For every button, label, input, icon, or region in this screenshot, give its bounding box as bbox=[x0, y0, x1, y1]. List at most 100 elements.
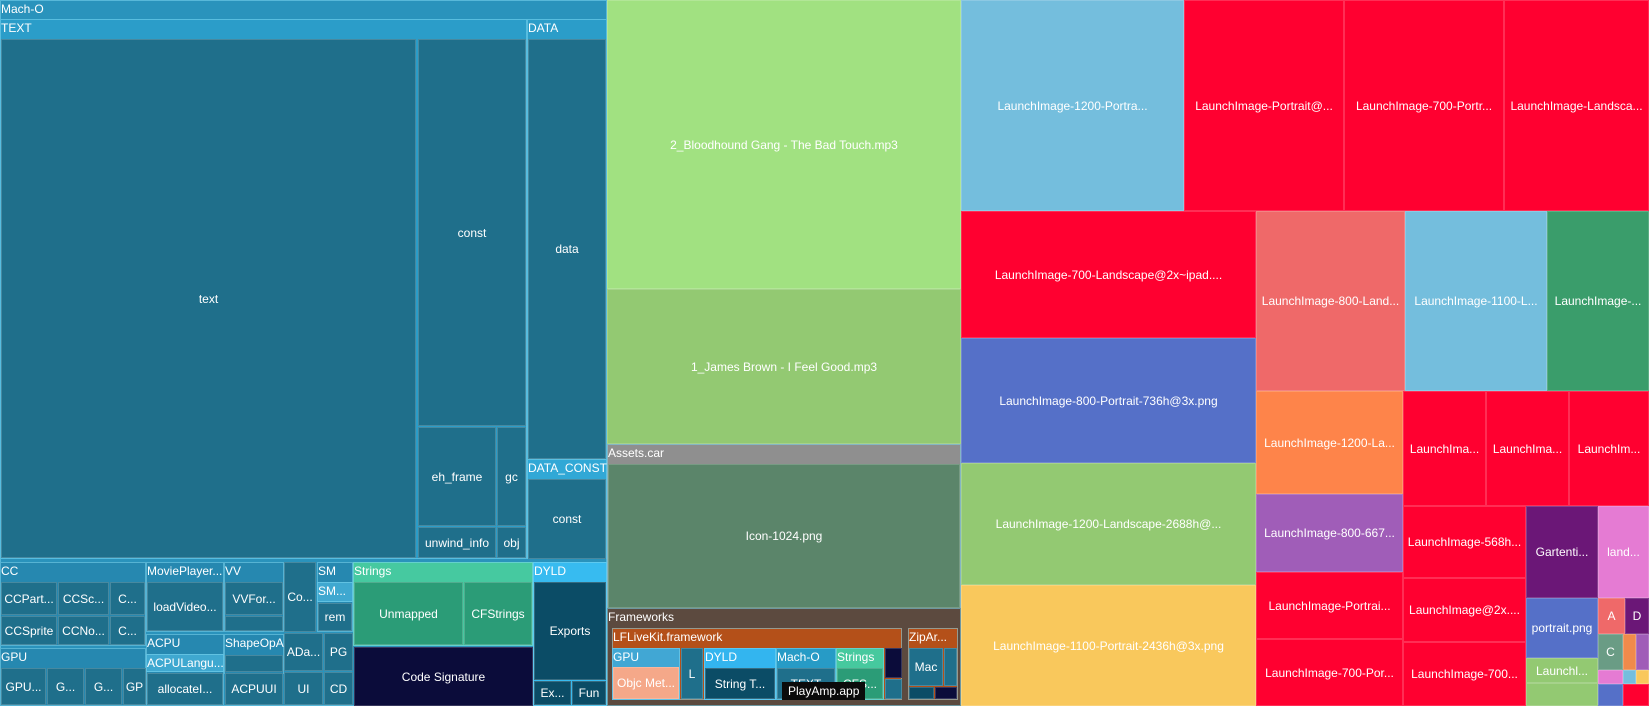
block-li-im-3[interactable]: LaunchIm... bbox=[1569, 391, 1649, 506]
group-cc-title: CC bbox=[1, 564, 19, 578]
block-tiny-3[interactable] bbox=[1598, 670, 1623, 684]
block-fun[interactable]: Fun bbox=[572, 681, 606, 705]
block-icon-1024[interactable]: Icon-1024.png bbox=[608, 464, 960, 608]
block-li-landsca-label: LaunchImage-Landsca... bbox=[1510, 98, 1643, 113]
block-portrait-png[interactable]: portrait.png bbox=[1526, 598, 1598, 658]
block-allocate[interactable]: allocateI... bbox=[147, 673, 223, 705]
block-const-data[interactable]: const bbox=[528, 479, 606, 559]
block-tiny-5[interactable] bbox=[1636, 670, 1649, 684]
block-ccsc-label: CCSc... bbox=[62, 591, 105, 606]
block-li-1200-portra[interactable]: LaunchImage-1200-Portra... bbox=[961, 0, 1184, 211]
block-tiny-7[interactable] bbox=[1526, 683, 1598, 706]
block-gartenti[interactable]: Gartenti... bbox=[1526, 506, 1598, 598]
block-text[interactable]: text bbox=[1, 39, 416, 558]
block-box-c[interactable]: C bbox=[1598, 634, 1623, 670]
block-mac[interactable]: Mac bbox=[909, 648, 943, 686]
block-ui[interactable]: UI bbox=[284, 672, 323, 705]
block-zip-b[interactable] bbox=[909, 687, 934, 699]
block-objc-met-label: Objc Met... bbox=[616, 676, 675, 690]
block-land[interactable]: land... bbox=[1598, 506, 1649, 598]
block-li-568h[interactable]: LaunchImage-568h... bbox=[1403, 506, 1526, 578]
block-li-1200-la[interactable]: LaunchImage-1200-La... bbox=[1256, 391, 1403, 494]
block-li-1100-l[interactable]: LaunchImage-1100-L... bbox=[1405, 211, 1547, 391]
block-gpu-b[interactable]: G... bbox=[47, 668, 84, 705]
block-gpu-c[interactable]: G... bbox=[85, 668, 122, 705]
block-vvfor[interactable]: VVFor... bbox=[225, 582, 283, 615]
block-li-800-portrait-736[interactable]: LaunchImage-800-Portrait-736h@3x.png bbox=[961, 338, 1256, 463]
block-li-700-2[interactable]: LaunchImage-700... bbox=[1403, 642, 1526, 706]
block-li-1200-landscape-2688[interactable]: LaunchImage-1200-Landscape-2688h@... bbox=[961, 463, 1256, 585]
block-ccsprite[interactable]: CCSprite bbox=[1, 616, 57, 645]
block-acpuui[interactable]: ACPUUI bbox=[225, 673, 283, 705]
group-fw-gpu-title: GPU bbox=[613, 650, 640, 664]
block-li-700-landscape-ipad[interactable]: LaunchImage-700-Landscape@2x~ipad.... bbox=[961, 211, 1256, 338]
block-obj[interactable]: obj bbox=[497, 527, 526, 558]
block-launchi[interactable]: Launchl... bbox=[1526, 658, 1598, 683]
block-tiny-2[interactable] bbox=[1636, 634, 1649, 670]
block-box-a[interactable]: A bbox=[1598, 598, 1625, 634]
block-code-signature[interactable]: Code Signature bbox=[354, 647, 533, 706]
block-string-t[interactable]: String T... bbox=[705, 668, 775, 699]
block-cd-label: CD bbox=[329, 681, 348, 696]
block-ex[interactable]: Ex... bbox=[534, 681, 571, 705]
block-li-1100-portrait-2436[interactable]: LaunchImage-1100-Portrait-2436h@3x.png bbox=[961, 585, 1256, 706]
block-li-portrai[interactable]: LaunchImage-Portrai... bbox=[1256, 572, 1403, 639]
block-li-800-667[interactable]: LaunchImage-800-667... bbox=[1256, 494, 1403, 572]
block-tiny-8[interactable] bbox=[1623, 684, 1649, 706]
block-shapeopa-inner[interactable] bbox=[225, 655, 283, 672]
block-gpu-d[interactable]: GP bbox=[123, 668, 146, 705]
block-unwind-info[interactable]: unwind_info bbox=[418, 527, 496, 558]
block-vv-small[interactable] bbox=[225, 616, 283, 631]
block-loadvideo[interactable]: loadVideo... bbox=[147, 582, 223, 631]
block-fw-l[interactable]: L bbox=[681, 648, 703, 699]
block-tiny-1[interactable] bbox=[1623, 634, 1636, 670]
block-data[interactable]: data bbox=[528, 39, 606, 459]
block-li-700-por[interactable]: LaunchImage-700-Por... bbox=[1256, 639, 1403, 706]
block-li-green[interactable]: LaunchImage-... bbox=[1547, 211, 1649, 391]
block-cc-c1[interactable]: C... bbox=[110, 582, 145, 615]
block-li-landsca[interactable]: LaunchImage-Landsca... bbox=[1504, 0, 1649, 211]
block-ccno-label: CCNo... bbox=[62, 623, 105, 638]
block-cfstrings[interactable]: CFStrings bbox=[464, 582, 532, 645]
block-zip-a[interactable] bbox=[944, 648, 957, 686]
block-objc-met[interactable]: Objc Met... bbox=[613, 667, 679, 699]
group-acpu-langu[interactable]: ACPULangu... bbox=[146, 654, 224, 672]
block-mp3-james[interactable]: 1_James Brown - I Feel Good.mp3 bbox=[607, 289, 961, 444]
block-gpu-a[interactable]: GPU... bbox=[1, 668, 46, 705]
block-ccsc[interactable]: CCSc... bbox=[58, 582, 109, 615]
group-fw-macho-title: Mach-O bbox=[777, 650, 820, 664]
block-li-ima-1[interactable]: LaunchIma... bbox=[1403, 391, 1486, 506]
group-sm2[interactable]: SM... bbox=[317, 582, 353, 602]
block-cd[interactable]: CD bbox=[324, 672, 353, 705]
block-box-d[interactable]: D bbox=[1625, 598, 1649, 634]
block-li-700-portr[interactable]: LaunchImage-700-Portr... bbox=[1344, 0, 1504, 211]
block-ui-label: UI bbox=[297, 681, 310, 696]
block-ada[interactable]: ADa... bbox=[284, 633, 323, 671]
block-const-text[interactable]: const bbox=[418, 39, 526, 426]
block-rem[interactable]: rem bbox=[318, 603, 352, 631]
block-tiny-6[interactable] bbox=[1598, 684, 1623, 706]
group-sm2-title: SM... bbox=[318, 584, 347, 598]
block-li-portrait-at[interactable]: LaunchImage-Portrait@... bbox=[1184, 0, 1344, 211]
block-zip-c[interactable] bbox=[935, 687, 957, 699]
block-co[interactable]: Co... bbox=[284, 562, 316, 632]
block-unmapped[interactable]: Unmapped bbox=[354, 582, 463, 645]
block-ccpart[interactable]: CCPart... bbox=[1, 582, 57, 615]
block-fw-dark[interactable] bbox=[885, 648, 902, 678]
block-li-portrait-at-label: LaunchImage-Portrait@... bbox=[1195, 98, 1333, 113]
block-exports[interactable]: Exports bbox=[534, 582, 606, 680]
block-mp3-bloodhound[interactable]: 2_Bloodhound Gang - The Bad Touch.mp3 bbox=[607, 0, 961, 289]
block-ccno[interactable]: CCNo... bbox=[58, 616, 109, 645]
block-li-at2x-label: LaunchImage@2x.... bbox=[1409, 603, 1520, 617]
block-li-ima-2[interactable]: LaunchIma... bbox=[1486, 391, 1569, 506]
block-text-label: text bbox=[198, 291, 219, 306]
block-li-800-land[interactable]: LaunchImage-800-Land... bbox=[1256, 211, 1405, 391]
block-eh-frame[interactable]: eh_frame bbox=[418, 427, 496, 526]
block-tiny-4[interactable] bbox=[1623, 670, 1636, 684]
block-cc-c2[interactable]: C... bbox=[110, 616, 145, 645]
block-gc[interactable]: gc bbox=[497, 427, 526, 526]
block-pg[interactable]: PG bbox=[324, 633, 353, 671]
block-fw-small[interactable] bbox=[885, 679, 902, 699]
block-li-at2x[interactable]: LaunchImage@2x.... bbox=[1403, 578, 1526, 642]
